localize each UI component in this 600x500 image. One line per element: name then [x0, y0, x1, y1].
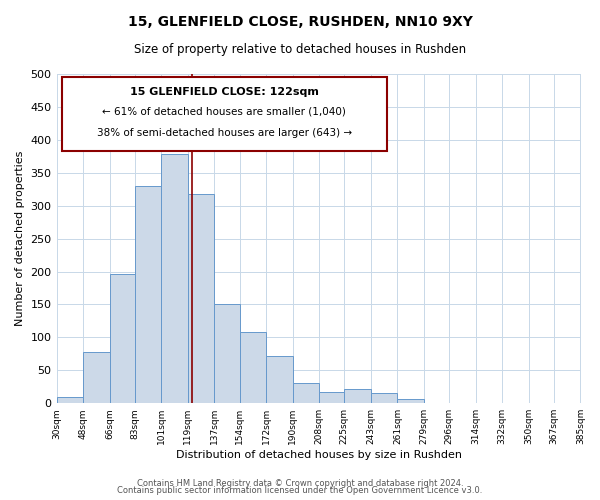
Text: 38% of semi-detached houses are larger (643) →: 38% of semi-detached houses are larger (…	[97, 128, 352, 138]
Text: 15 GLENFIELD CLOSE: 122sqm: 15 GLENFIELD CLOSE: 122sqm	[130, 87, 319, 97]
Bar	[371, 394, 397, 403]
Bar	[83, 352, 110, 403]
Text: 15, GLENFIELD CLOSE, RUSHDEN, NN10 9XY: 15, GLENFIELD CLOSE, RUSHDEN, NN10 9XY	[128, 15, 472, 29]
X-axis label: Distribution of detached houses by size in Rushden: Distribution of detached houses by size …	[176, 450, 461, 460]
Bar	[319, 392, 344, 403]
Bar	[397, 398, 424, 403]
Bar	[293, 384, 319, 403]
Y-axis label: Number of detached properties: Number of detached properties	[15, 151, 25, 326]
Bar	[266, 356, 293, 403]
Bar	[135, 186, 161, 403]
Bar	[344, 388, 371, 403]
Bar	[188, 194, 214, 403]
Bar	[56, 396, 83, 403]
Bar	[214, 304, 239, 403]
Bar	[239, 332, 266, 403]
FancyBboxPatch shape	[62, 78, 386, 152]
Bar	[110, 274, 135, 403]
Text: Contains HM Land Registry data © Crown copyright and database right 2024.: Contains HM Land Registry data © Crown c…	[137, 478, 463, 488]
Text: Size of property relative to detached houses in Rushden: Size of property relative to detached ho…	[134, 42, 466, 56]
Text: Contains public sector information licensed under the Open Government Licence v3: Contains public sector information licen…	[118, 486, 482, 495]
Text: ← 61% of detached houses are smaller (1,040): ← 61% of detached houses are smaller (1,…	[102, 107, 346, 117]
Bar	[161, 154, 188, 403]
